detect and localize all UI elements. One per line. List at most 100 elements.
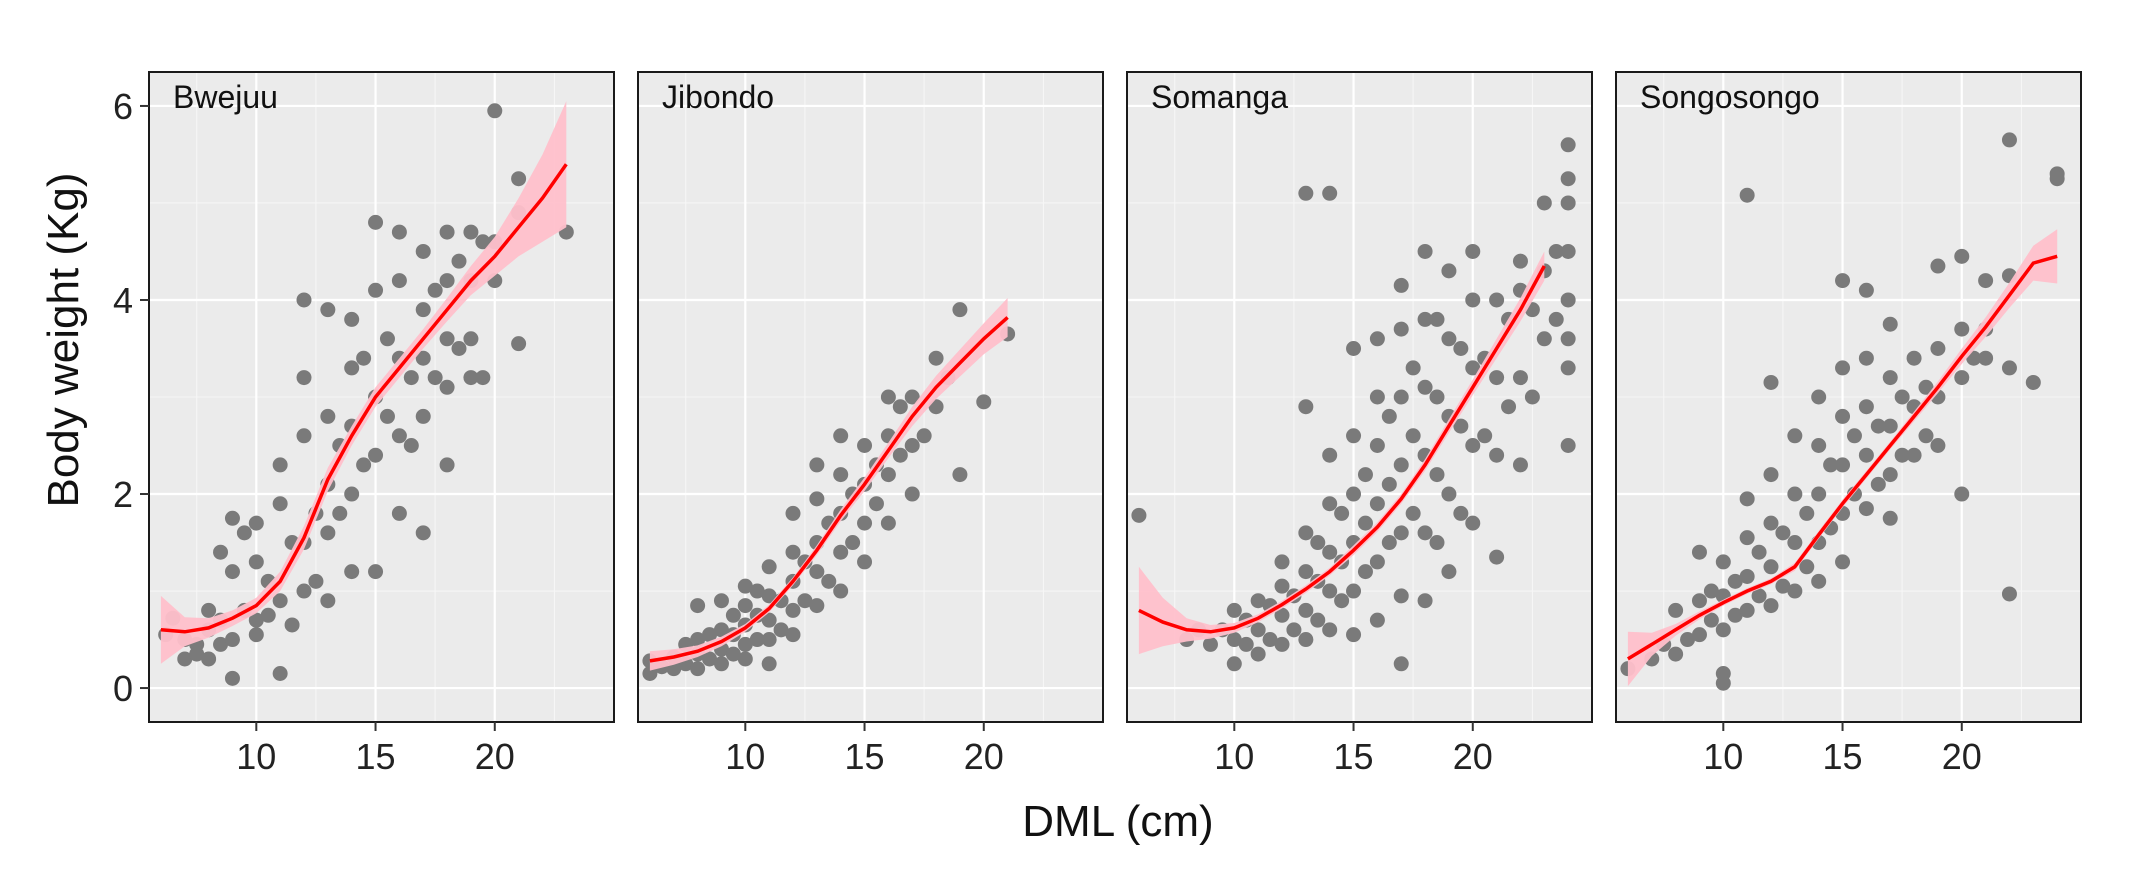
data-point: [296, 428, 312, 444]
x-tick-label: 10: [1703, 736, 1743, 777]
data-point: [1226, 656, 1242, 672]
data-point: [368, 564, 384, 580]
data-point: [320, 302, 336, 318]
data-point: [1739, 602, 1755, 618]
data-point: [1346, 340, 1362, 356]
data-point: [1405, 505, 1421, 521]
data-point: [1918, 379, 1934, 395]
data-point: [1465, 243, 1481, 259]
data-point: [1465, 438, 1481, 454]
x-tick-label: 10: [725, 736, 765, 777]
data-point: [391, 224, 407, 240]
data-point: [1930, 340, 1946, 356]
data-point: [403, 370, 419, 386]
data-point: [475, 234, 491, 250]
data-point: [1489, 370, 1505, 386]
data-point: [1835, 457, 1851, 473]
data-point: [904, 486, 920, 502]
data-point: [1763, 374, 1779, 390]
data-point: [260, 607, 276, 623]
data-point: [1250, 593, 1266, 609]
data-point: [737, 636, 753, 652]
data-point: [737, 651, 753, 667]
data-point: [785, 602, 801, 618]
data-point: [1560, 331, 1576, 347]
data-point: [1310, 612, 1326, 628]
data-point: [1429, 389, 1445, 405]
data-point: [2001, 132, 2017, 148]
data-point: [1465, 515, 1481, 531]
data-point: [403, 438, 419, 454]
data-point: [439, 224, 455, 240]
x-tick-label: 15: [1334, 736, 1374, 777]
data-point: [725, 607, 741, 623]
data-point: [1954, 370, 1970, 386]
data-point: [833, 583, 849, 599]
data-point: [487, 103, 503, 119]
data-point: [1369, 612, 1385, 628]
data-point: [1357, 467, 1373, 483]
data-point: [1429, 467, 1445, 483]
data-point: [737, 578, 753, 594]
data-point: [296, 292, 312, 308]
data-point: [1560, 292, 1576, 308]
data-point: [1560, 438, 1576, 454]
data-point: [761, 632, 777, 648]
data-point: [737, 598, 753, 614]
data-point: [857, 438, 873, 454]
data-point: [952, 467, 968, 483]
data-point: [1751, 544, 1767, 560]
data-point: [713, 593, 729, 609]
data-point: [1763, 559, 1779, 575]
facet-panel-songosongo: Songosongo 10 15 20: [1615, 71, 2082, 777]
data-point: [1763, 598, 1779, 614]
data-point: [1202, 636, 1218, 652]
data-point: [773, 622, 789, 638]
data-point: [272, 457, 288, 473]
data-point: [1322, 544, 1338, 560]
data-point: [224, 670, 240, 686]
confidence-band: [1138, 251, 1545, 655]
data-point: [511, 336, 527, 352]
data-point: [1906, 350, 1922, 366]
data-point: [1393, 389, 1409, 405]
data-point: [1870, 476, 1886, 492]
data-point: [845, 535, 861, 551]
data-point: [1894, 447, 1910, 463]
data-point: [1560, 243, 1576, 259]
data-point: [713, 622, 729, 638]
data-point: [1823, 457, 1839, 473]
data-point: [439, 379, 455, 395]
data-point: [1465, 360, 1481, 376]
data-point: [1978, 350, 1994, 366]
data-point: [1369, 554, 1385, 570]
data-point: [1548, 243, 1564, 259]
data-point: [1262, 632, 1278, 648]
data-point: [320, 408, 336, 424]
x-tick-label: 15: [1823, 736, 1863, 777]
data-point: [1858, 282, 1874, 298]
facet-label: Songosongo: [1640, 79, 1820, 115]
data-point: [1250, 622, 1266, 638]
data-point: [1274, 636, 1290, 652]
y-tick-label: 6: [113, 86, 133, 127]
facet-panel-somanga: Somanga 10 15 20: [1126, 71, 1593, 777]
data-point: [1703, 583, 1719, 599]
data-point: [785, 505, 801, 521]
data-point: [213, 636, 229, 652]
data-point: [1870, 418, 1886, 434]
data-point: [1381, 408, 1397, 424]
data-point: [952, 302, 968, 318]
y-axis-title: Body weight (Kg): [39, 172, 88, 507]
data-point: [1799, 505, 1815, 521]
data-point: [344, 311, 360, 327]
data-point: [213, 544, 229, 560]
data-point: [1727, 607, 1743, 623]
data-point: [1405, 360, 1421, 376]
data-point: [224, 510, 240, 526]
data-point: [1274, 554, 1290, 570]
data-point: [1978, 273, 1994, 289]
data-point: [1298, 399, 1314, 415]
data-point: [1858, 399, 1874, 415]
data-point: [761, 588, 777, 604]
